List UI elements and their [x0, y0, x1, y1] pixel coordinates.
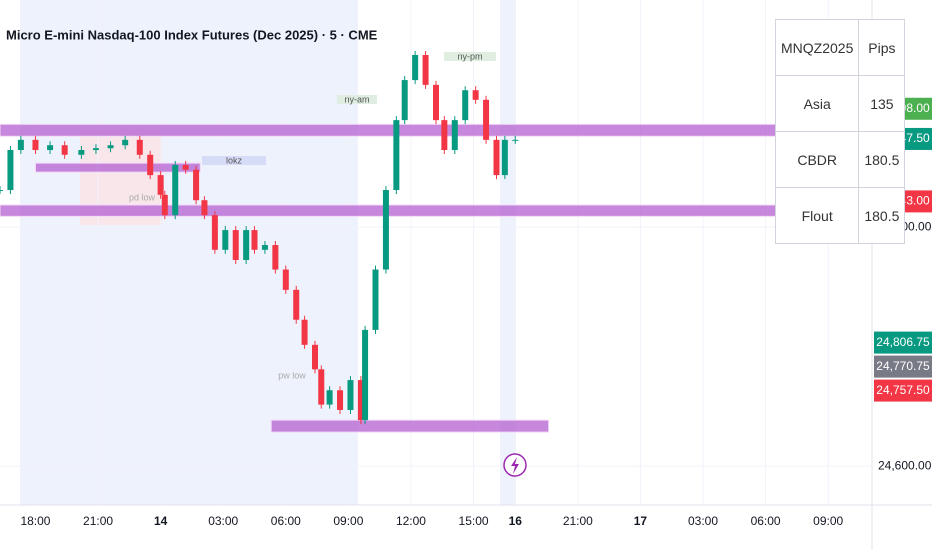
price-label-box — [874, 331, 932, 354]
candle — [61, 145, 68, 155]
event-icon-glyph — [511, 457, 519, 474]
candle — [472, 90, 479, 100]
x-tick-label: 12:00 — [396, 514, 426, 528]
candle — [92, 148, 99, 151]
candle — [232, 230, 239, 260]
candle — [136, 139, 143, 155]
level-zone — [0, 123, 873, 137]
candle — [337, 390, 344, 410]
price-label-box — [874, 379, 932, 402]
x-tick-label: 03:00 — [688, 514, 718, 528]
session-tag — [444, 52, 496, 61]
price-label: 24,770.75 — [876, 359, 930, 373]
candle — [47, 145, 54, 151]
level-label: pd low — [129, 192, 156, 202]
candle — [412, 54, 419, 81]
candle — [326, 390, 333, 405]
candle — [512, 139, 519, 141]
level-zone — [0, 204, 873, 217]
level-label: pw low — [278, 370, 306, 380]
x-tick-label: 21:00 — [563, 514, 593, 528]
table-header: Pips — [858, 19, 906, 76]
candle — [17, 139, 24, 151]
session-label: ny-pm — [457, 51, 482, 61]
candle — [251, 230, 258, 250]
candle — [182, 164, 189, 170]
x-tick-label: 06:00 — [751, 514, 781, 528]
candle — [422, 54, 429, 85]
candle — [312, 344, 319, 370]
candle — [462, 90, 469, 121]
table-header: MNQZ2025 — [774, 19, 860, 76]
x-tick-label: 03:00 — [208, 514, 238, 528]
x-tick-label: 06:00 — [271, 514, 301, 528]
candle — [201, 200, 208, 216]
candle — [433, 84, 439, 121]
x-tick-label: 09:00 — [333, 514, 363, 528]
session-label: ny-am — [344, 94, 369, 104]
x-tick-label: 15:00 — [459, 514, 489, 528]
candle — [393, 120, 400, 191]
candle — [261, 245, 268, 250]
x-tick-label: 18:00 — [20, 514, 50, 528]
candle — [282, 269, 289, 290]
candle — [382, 190, 389, 270]
candle — [147, 154, 154, 176]
candle — [501, 139, 508, 176]
candle — [157, 175, 164, 195]
x-tick-label: 21:00 — [83, 514, 113, 528]
table-cell: Flout — [774, 187, 860, 244]
chart-title: Micro E-mini Nasdaq-100 Index Futures (D… — [6, 27, 378, 42]
candle — [7, 150, 14, 191]
table-cell: Asia — [774, 75, 860, 132]
candle — [211, 215, 218, 250]
candle — [222, 230, 229, 250]
candle — [107, 145, 114, 149]
candle — [347, 380, 354, 410]
table-cell: 180.5 — [858, 187, 906, 244]
candle — [493, 139, 500, 176]
table-cell: 180.5 — [858, 131, 906, 188]
candle — [161, 194, 168, 216]
candle — [401, 80, 408, 121]
candle — [357, 380, 364, 421]
candle — [122, 139, 129, 146]
candle — [372, 269, 379, 330]
session-tag — [337, 95, 377, 104]
candle — [243, 230, 250, 260]
candle — [0, 190, 3, 192]
x-tick-label: 09:00 — [813, 514, 843, 528]
candle — [78, 150, 85, 155]
y-tick-label: 24,600.00 — [878, 458, 932, 472]
x-tick-label: 17 — [634, 514, 648, 528]
candle — [301, 319, 308, 345]
table-cell: CBDR — [774, 131, 860, 188]
candle — [362, 329, 369, 421]
candle — [451, 120, 458, 151]
candle — [172, 164, 179, 216]
session-label: lokz — [226, 155, 243, 165]
table-cell: 135 — [858, 75, 906, 132]
x-tick-label: 16 — [509, 514, 523, 528]
x-tick-label: 14 — [154, 514, 168, 528]
price-label-box — [874, 355, 932, 378]
stats-table: MNQZ2025 Pips Asia 135 CBDR 180.5 Flout 180.… — [774, 19, 906, 244]
price-label: 24,757.50 — [876, 383, 930, 397]
level-zone — [270, 419, 550, 433]
candle — [32, 139, 39, 151]
candle — [318, 369, 325, 405]
candle — [293, 289, 300, 320]
candle — [193, 169, 200, 201]
price-label: 24,806.75 — [876, 335, 930, 349]
candle — [483, 99, 490, 140]
session-tag — [202, 156, 266, 165]
candle — [441, 120, 448, 151]
candle — [272, 245, 279, 270]
level-zone — [34, 162, 201, 173]
